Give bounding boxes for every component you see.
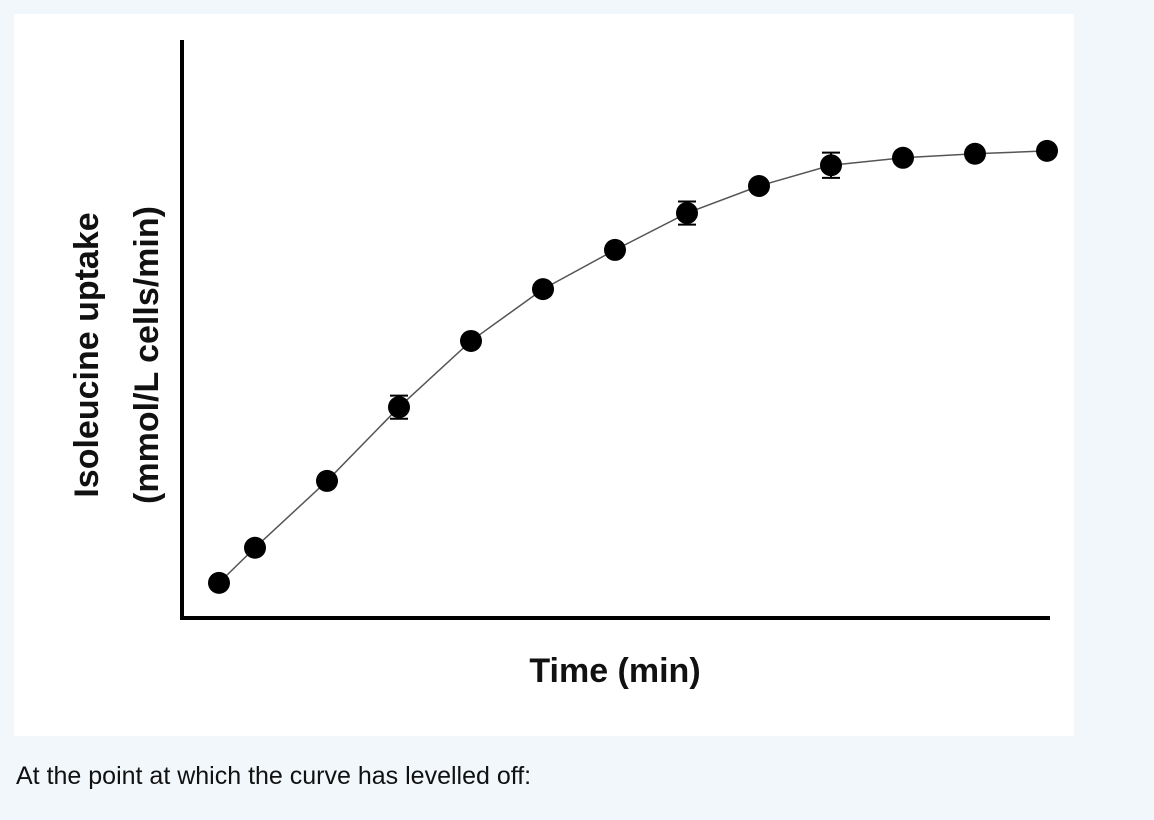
data-point xyxy=(604,238,626,261)
data-point xyxy=(316,469,338,492)
data-point xyxy=(244,536,266,559)
y-axis-title: (mmol/L cells/min) xyxy=(128,206,166,504)
data-point xyxy=(964,142,986,165)
data-point xyxy=(748,175,770,197)
data-point xyxy=(820,154,842,177)
x-axis-title: Time (min) xyxy=(529,652,700,690)
data-point xyxy=(892,146,914,169)
data-point xyxy=(208,571,230,594)
y-axis-title: Isoleucine uptake xyxy=(68,212,106,497)
caption: At the point at which the curve has leve… xyxy=(16,762,531,790)
data-point xyxy=(460,329,482,352)
data-point xyxy=(676,202,698,225)
data-point xyxy=(388,396,410,419)
figure-panel xyxy=(14,14,1074,736)
data-point xyxy=(532,278,554,301)
data-point xyxy=(1036,139,1058,162)
